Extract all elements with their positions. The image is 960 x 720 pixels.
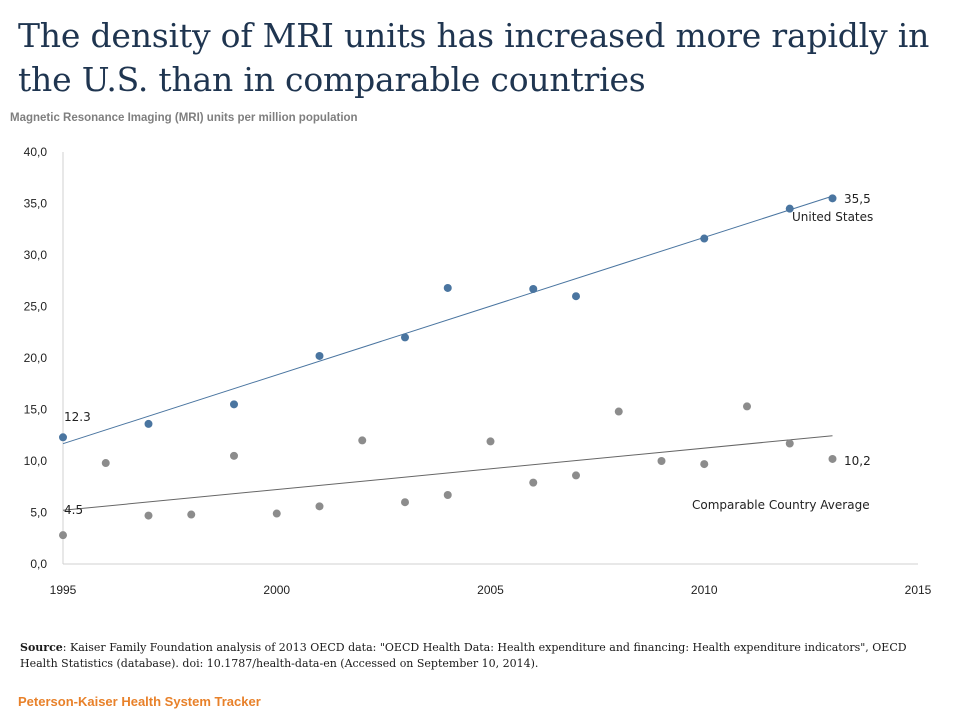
us-end-label: 35,5 (844, 192, 871, 206)
x-tick-label: 2005 (477, 583, 504, 597)
united-states-point (230, 400, 238, 409)
comparable-countries-point (443, 490, 452, 499)
united-states-point (144, 419, 153, 428)
y-tick-label: 15,0 (24, 403, 48, 417)
x-tick-label: 1995 (50, 583, 77, 597)
y-tick-label: 30,0 (24, 248, 48, 262)
united-states-point (401, 333, 409, 342)
comparable-end-label: 10,2 (844, 454, 871, 468)
comparable-countries-point (614, 407, 623, 416)
united-states-point (59, 433, 67, 442)
page-title: The density of MRI units has increased m… (18, 16, 930, 99)
footer-brand: Peterson-Kaiser Health System Tracker (18, 694, 261, 709)
united-states-point (443, 283, 452, 292)
comparable-countries-point (657, 457, 666, 465)
y-tick-label: 35,0 (24, 197, 48, 211)
comparable-countries-point (187, 510, 196, 519)
y-tick-label: 10,0 (24, 454, 48, 468)
comparable-countries-point (828, 454, 837, 463)
us-start-label: 12.3 (64, 410, 91, 424)
trendlines (62, 195, 833, 511)
y-tick-label: 0,0 (30, 557, 47, 571)
comparable-countries-point (700, 460, 709, 469)
united-states-point (315, 351, 324, 360)
comparable-countries-point (529, 478, 538, 487)
comparable-countries-point (315, 502, 324, 511)
comparable-countries-point (230, 451, 238, 460)
y-tick-label: 25,0 (24, 300, 48, 314)
comparable-countries-point (272, 509, 281, 518)
chart-axes: 0,0 5,0 10,0 15,0 20,0 25,0 30,0 35,0 40,0 1995 20… (24, 145, 932, 597)
comparable-countries-point (144, 511, 153, 520)
chart-annotations: 12.3 35,5 United States 4.5 10,2 Comparable C… (64, 192, 873, 517)
y-tick-label: 20,0 (24, 351, 48, 365)
united-states-trendline (62, 195, 833, 445)
x-tick-label: 2015 (905, 583, 932, 597)
y-tick-label: 5,0 (30, 506, 47, 520)
comparable-countries-point (486, 437, 495, 446)
comparable-countries-point (358, 436, 367, 445)
comparable-countries-point (59, 531, 67, 540)
comparable-countries-point (101, 459, 110, 468)
comparable-countries-point (572, 471, 580, 480)
source-text: : Kaiser Family Foundation analysis of 2… (20, 641, 907, 670)
united-states-point (785, 204, 794, 213)
y-tick-label: 40,0 (24, 145, 48, 159)
us-series-label: United States (792, 210, 873, 224)
comparable-series-label: Comparable Country Average (692, 498, 870, 512)
comparable-countries-point (401, 498, 409, 507)
mri-density-chart: 0,0 5,0 10,0 15,0 20,0 25,0 30,0 35,0 40,0 1995 20… (24, 145, 932, 597)
united-states-point (828, 194, 837, 203)
comparable-countries-point (743, 402, 751, 411)
comparable-countries-trendline (62, 435, 833, 511)
data-points (59, 194, 837, 540)
united-states-point (572, 292, 580, 301)
x-tick-label: 2010 (691, 583, 718, 597)
united-states-point (529, 284, 538, 293)
source-note: Source: Kaiser Family Foundation analysi… (20, 640, 945, 672)
source-label: Source (20, 641, 63, 654)
united-states-point (700, 234, 709, 243)
x-tick-label: 2000 (263, 583, 290, 597)
comparable-start-label: 4.5 (64, 503, 83, 517)
chart-subtitle: Magnetic Resonance Imaging (MRI) units p… (10, 112, 358, 124)
comparable-countries-point (785, 439, 794, 448)
